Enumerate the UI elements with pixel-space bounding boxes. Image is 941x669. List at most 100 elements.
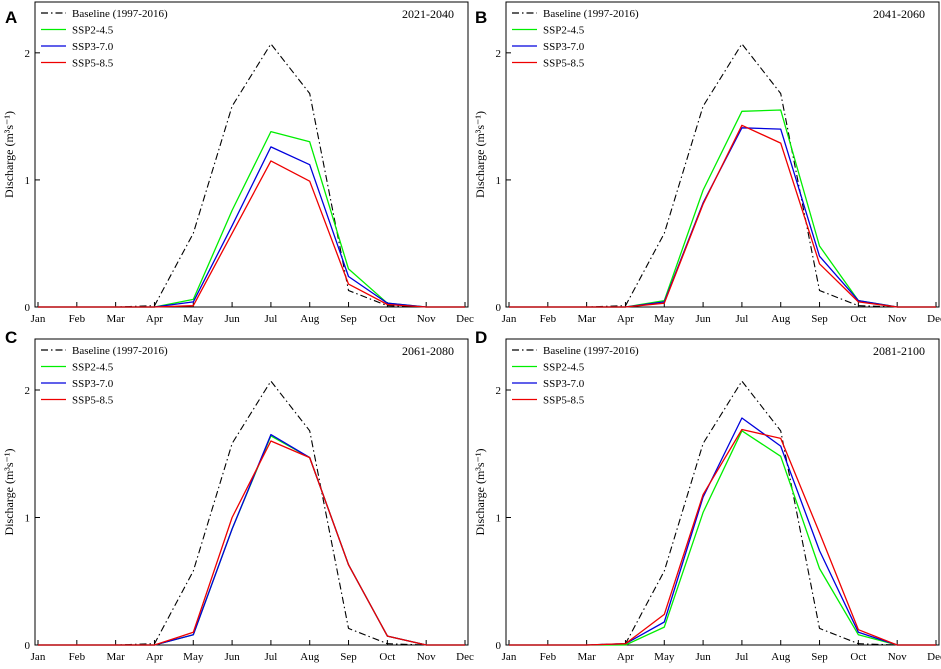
series-line-ssp3-7-0 [509,417,936,646]
plot-frame [34,1,469,308]
x-tick-label: Sep [340,313,357,325]
x-tick-label: Mar [106,313,125,325]
panel-letter: D [475,328,487,347]
x-tick-label: Mar [577,313,596,325]
series-line-baseline-1997-2016 [509,43,936,308]
series-line-ssp5-8-5 [509,124,936,308]
y-axis-label: Discharge (m³s⁻¹) [473,449,487,536]
x-tick-label: Apr [617,651,634,663]
x-tick-label: Oct [379,651,395,663]
series-line-baseline-1997-2016 [509,380,936,646]
x-tick-label: Dec [456,651,474,663]
x-tick-label: Dec [456,313,474,325]
y-tick-label: 2 [496,48,502,60]
y-axis-label: Discharge (m³s⁻¹) [2,111,16,198]
legend-label: Baseline (1997-2016) [543,8,639,20]
y-axis-label: Discharge (m³s⁻¹) [473,111,487,198]
plot-frame [34,338,469,646]
x-tick-label: May [654,313,675,325]
legend-label: SSP3-7.0 [72,378,114,390]
y-tick-label: 1 [25,175,31,187]
y-tick-label: 0 [25,640,31,652]
x-tick-label: Apr [617,313,634,325]
x-tick-label: May [183,313,204,325]
x-tick-label: May [654,651,675,663]
legend-label: SSP2-4.5 [72,362,114,374]
x-tick-label: May [183,651,204,663]
x-tick-label: Jan [31,651,46,663]
panel-c: C 0 1 2 Jan Feb Mar Apr May Jun Jul Aug Sep Oct Nov Dec… [2,328,474,663]
legend-label: SSP5-8.5 [543,58,585,70]
x-tick-label: Jul [735,313,748,325]
legend-label: SSP3-7.0 [543,378,585,390]
y-tick-label: 2 [25,48,31,60]
x-tick-label: Sep [811,651,828,663]
x-tick-label: Jan [502,651,517,663]
period-label: 2041-2060 [873,7,925,21]
x-tick-label: Apr [146,651,163,663]
x-tick-label: Feb [540,651,557,663]
y-tick-label: 0 [25,302,31,314]
panel-d: D 0 1 2 Jan Feb Mar Apr May Jun Jul Aug Sep Oct Nov Dec… [473,328,941,663]
x-tick-label: Sep [811,313,828,325]
x-tick-label: Jun [695,313,711,325]
series-line-baseline-1997-2016 [38,380,465,646]
x-tick-label: Feb [69,651,86,663]
x-tick-label: Jan [31,313,46,325]
legend-label: SSP2-4.5 [543,25,585,37]
series-line-ssp5-8-5 [38,440,465,646]
y-axis-label: Discharge (m³s⁻¹) [2,449,16,536]
panel-letter: A [5,8,17,27]
x-tick-label: Jul [264,313,277,325]
x-tick-label: Jul [264,651,277,663]
series-line-ssp2-4-5 [38,130,465,308]
legend-label: SSP3-7.0 [72,41,114,53]
legend-label: SSP5-8.5 [543,395,585,407]
period-label: 2021-2040 [402,7,454,21]
panel-a: A 0 1 2 Jan Feb Mar Apr May Jun Jul Aug Sep Oct Nov Dec… [2,1,474,325]
period-label: 2061-2080 [402,344,454,358]
x-tick-label: Mar [577,651,596,663]
y-tick-label: 0 [496,640,502,652]
legend-label: SSP3-7.0 [543,41,585,53]
x-tick-label: Jun [224,313,240,325]
x-tick-label: Jun [224,651,240,663]
x-tick-label: Jul [735,651,748,663]
x-tick-label: Feb [69,313,86,325]
series-line-ssp5-8-5 [38,160,465,308]
y-tick-label: 0 [496,302,502,314]
legend-label: Baseline (1997-2016) [72,345,168,357]
legend-label: SSP5-8.5 [72,395,114,407]
x-tick-label: Aug [771,313,790,325]
series-line-ssp5-8-5 [509,428,936,646]
x-tick-label: Dec [927,651,941,663]
period-label: 2081-2100 [873,344,925,358]
x-tick-label: Mar [106,651,125,663]
series-line-ssp3-7-0 [509,127,936,308]
x-tick-label: Oct [850,651,866,663]
panel-b: B 0 1 2 Jan Feb Mar Apr May Jun Jul Aug Sep Oct Nov Dec… [473,1,941,325]
y-tick-label: 1 [496,175,502,187]
x-tick-label: Oct [379,313,395,325]
panel-letter: C [5,328,17,347]
series-line-ssp2-4-5 [38,435,465,646]
legend-label: Baseline (1997-2016) [543,345,639,357]
x-tick-label: Sep [340,651,357,663]
x-tick-label: Nov [888,313,907,325]
series-line-baseline-1997-2016 [38,43,465,308]
plot-frame [505,1,940,308]
x-tick-label: Oct [850,313,866,325]
x-tick-label: Jun [695,651,711,663]
panel-letter: B [475,8,487,27]
x-tick-label: Nov [888,651,907,663]
x-tick-label: Aug [300,651,319,663]
series-line-ssp2-4-5 [509,109,936,308]
x-tick-label: Feb [540,313,557,325]
y-tick-label: 1 [496,513,502,525]
legend-label: Baseline (1997-2016) [72,8,168,20]
y-tick-label: 2 [496,385,502,397]
x-tick-label: Jan [502,313,517,325]
x-tick-label: Dec [927,313,941,325]
x-tick-label: Apr [146,313,163,325]
